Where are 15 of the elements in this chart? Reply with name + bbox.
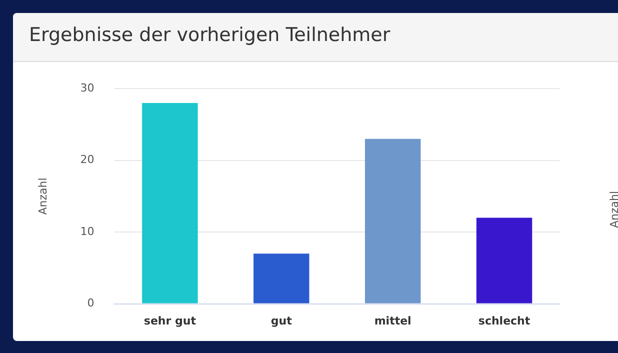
x-tick-label: schlecht	[478, 314, 530, 328]
y-axis-title: Anzahl	[36, 178, 50, 215]
bar	[476, 218, 532, 304]
bar	[364, 138, 421, 304]
x-tick-label: sehr gut	[144, 314, 196, 328]
bar	[142, 102, 198, 304]
text: Anzahl	[608, 190, 618, 228]
y-tick-label: 10	[80, 224, 94, 238]
chart-title: Ergebnisse der vorherigen Teilnehmer	[29, 24, 390, 46]
bar	[254, 254, 310, 304]
y-tick-label: 20	[80, 153, 94, 166]
x-tick-label: mittel	[374, 314, 412, 328]
x-tick-label: gut	[270, 314, 292, 328]
y-tick-label: 30	[80, 81, 94, 94]
y-tick-label: 0	[87, 296, 94, 310]
